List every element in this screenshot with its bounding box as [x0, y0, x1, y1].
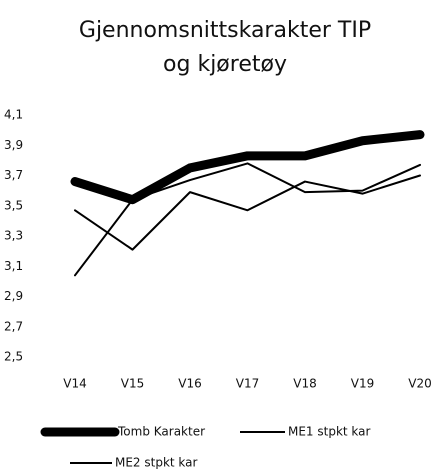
y-tick-label: 2,9	[4, 289, 23, 303]
y-tick-label: 3,9	[4, 138, 23, 152]
y-tick-label: 2,7	[4, 319, 23, 333]
x-tick-label: V16	[178, 377, 201, 391]
series-line	[74, 174, 421, 251]
x-tick-label: V18	[293, 377, 316, 391]
legend-label: ME1 stpkt kar	[288, 425, 371, 439]
x-tick-label: V20	[408, 377, 431, 391]
chart-title: Gjennomsnittskarakter TIP og kjøretøy	[78, 18, 372, 77]
legend-label: ME2 stpkt kar	[115, 456, 198, 470]
x-tick-label: V15	[121, 377, 144, 391]
series-line	[74, 162, 421, 277]
series-line	[70, 130, 425, 205]
x-tick-label: V14	[63, 377, 86, 391]
y-tick-label: 3,7	[4, 168, 23, 182]
y-tick-label: 3,5	[4, 198, 23, 212]
y-tick-label: 3,1	[4, 259, 23, 273]
x-tick-label: V17	[236, 377, 259, 391]
legend-label: Tomb Karakter	[117, 425, 205, 439]
x-tick-label: V19	[351, 377, 374, 391]
y-tick-label: 4,1	[4, 108, 23, 122]
y-tick-label: 2,5	[4, 350, 23, 364]
y-tick-label: 3,3	[4, 229, 23, 243]
